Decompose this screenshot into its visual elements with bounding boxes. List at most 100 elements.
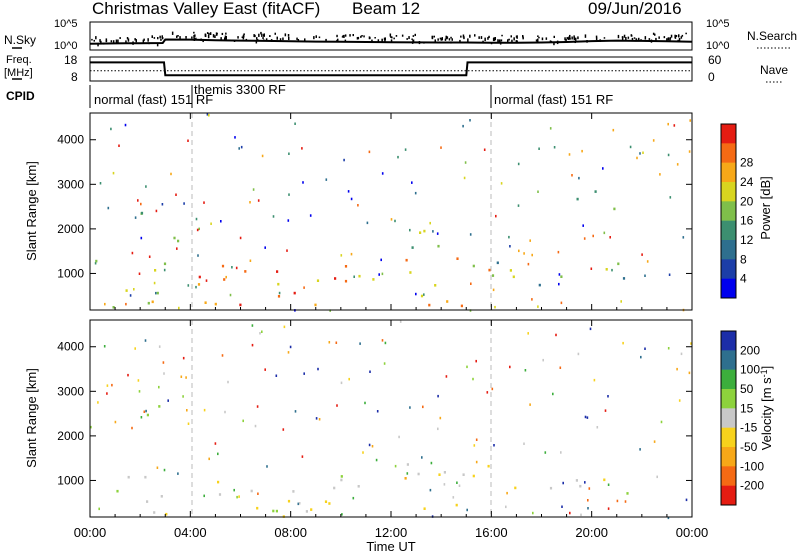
noise-point xyxy=(282,37,284,41)
noise-point xyxy=(361,35,363,37)
noise-point xyxy=(510,35,512,38)
scatter-cell xyxy=(106,384,109,387)
power-ytick-label: 2000 xyxy=(57,222,84,236)
data-cell xyxy=(156,291,159,295)
power-colorbar-tick: 16 xyxy=(740,214,754,228)
scatter-cell xyxy=(437,427,439,431)
scatter-cell xyxy=(644,347,646,350)
noise-point xyxy=(508,38,510,41)
noise-point xyxy=(100,40,102,44)
power-colorbar-frame xyxy=(720,123,737,299)
scatter-cell xyxy=(523,252,525,255)
data-cell xyxy=(423,507,426,510)
scatter-cell xyxy=(531,298,533,301)
velocity-colorbar-label-exp: -1 xyxy=(759,369,769,377)
noise-point xyxy=(448,38,451,41)
noise-point xyxy=(233,40,236,42)
scatter-cell xyxy=(586,416,589,419)
noise-point xyxy=(344,34,347,37)
velocity-colorbar-label: Velocity [m s-1] xyxy=(759,366,774,451)
scatter-cell xyxy=(466,365,468,369)
scatter-cell xyxy=(203,494,205,498)
data-cell xyxy=(514,486,517,490)
data-cell xyxy=(165,512,168,516)
time-tick-label: 16:00 xyxy=(475,525,508,540)
noise-point xyxy=(678,38,681,41)
scatter-cell xyxy=(148,255,151,258)
data-cell xyxy=(605,268,608,271)
data-cell xyxy=(405,258,408,262)
scatter-cell xyxy=(175,193,177,196)
scatter-cell xyxy=(509,365,511,369)
power-colorbar-tick: 4 xyxy=(740,272,747,286)
noise-point xyxy=(574,41,576,44)
noise-point xyxy=(207,34,210,39)
frequency-left-tick-top: 18 xyxy=(64,53,78,67)
data-cell xyxy=(328,502,331,505)
noise-point xyxy=(360,35,362,38)
power-colorbar-tick: 8 xyxy=(740,252,747,266)
scatter-cell xyxy=(560,301,563,305)
scatter-cell xyxy=(261,330,263,333)
scatter-cell xyxy=(527,262,530,266)
scatter-cell xyxy=(155,291,157,295)
scatter-cell xyxy=(131,251,134,255)
data-cell xyxy=(509,269,512,272)
data-cell xyxy=(324,500,328,503)
scatter-cell xyxy=(183,202,185,205)
noise-point xyxy=(460,35,462,38)
noise-point xyxy=(265,38,268,42)
power-ytick-label: 4000 xyxy=(57,133,84,147)
noise-point xyxy=(313,36,315,40)
scatter-cell xyxy=(678,399,681,402)
noise-point xyxy=(325,38,327,42)
velocity-colorbar-tick: 50 xyxy=(740,382,754,396)
noise-point xyxy=(377,39,380,43)
noise-point xyxy=(571,36,573,40)
noise-point xyxy=(549,40,552,43)
noise-point xyxy=(126,37,129,40)
scatter-cell xyxy=(469,233,472,236)
noise-point xyxy=(411,38,413,41)
scatter-cell xyxy=(251,343,254,347)
scatter-cell xyxy=(186,409,188,412)
power-colorbar-swatch xyxy=(721,240,736,260)
scatter-cell xyxy=(133,288,135,291)
scatter-cell xyxy=(581,149,583,153)
scatter-cell xyxy=(340,381,343,385)
noise-point xyxy=(214,35,216,39)
noise-point xyxy=(669,37,671,41)
noise-point xyxy=(204,34,207,38)
noise-point xyxy=(444,38,447,41)
data-cell xyxy=(613,207,616,211)
noise-point xyxy=(161,35,163,39)
data-cell xyxy=(344,265,348,268)
data-cell xyxy=(305,510,308,513)
noise-point xyxy=(171,31,174,35)
data-cell xyxy=(277,295,281,298)
scatter-cell xyxy=(667,516,670,520)
scatter-cell xyxy=(125,302,127,306)
scatter-cell xyxy=(524,369,527,372)
data-cell xyxy=(250,489,253,493)
velocity-colorbar-tick: -100 xyxy=(740,459,764,473)
scatter-cell xyxy=(636,156,638,160)
noise-point xyxy=(623,34,626,38)
scatter-cell xyxy=(231,266,233,269)
data-cell xyxy=(293,291,296,295)
data-cell xyxy=(221,264,225,268)
noise-point xyxy=(522,36,524,40)
noise-point xyxy=(515,40,518,44)
scatter-cell xyxy=(689,119,691,122)
scatter-cell xyxy=(437,394,439,398)
noise-point xyxy=(595,37,598,41)
velocity-y-axis: 1000 2000 3000 4000 xyxy=(57,340,692,487)
data-cell xyxy=(357,485,360,488)
data-cell xyxy=(460,304,463,308)
noise-point xyxy=(459,39,461,43)
data-cell xyxy=(579,484,582,488)
scatter-cell xyxy=(568,153,571,156)
noise-point xyxy=(439,37,442,40)
scatter-cell xyxy=(343,158,345,162)
